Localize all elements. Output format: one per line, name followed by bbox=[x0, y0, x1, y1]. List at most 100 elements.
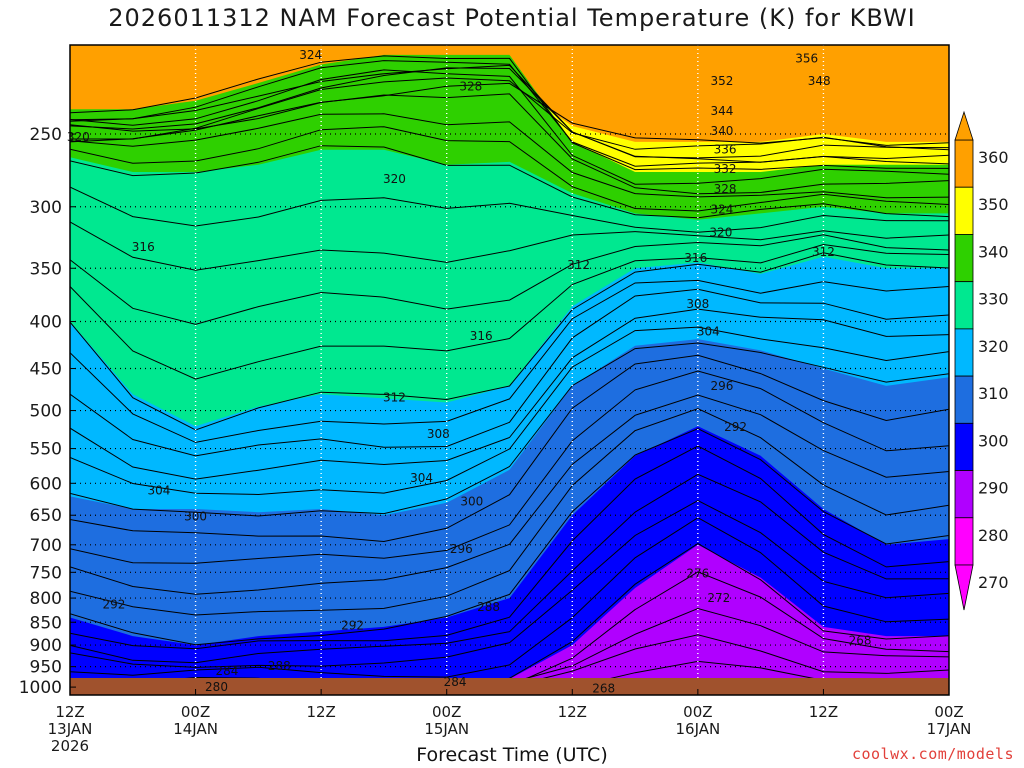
contour-line bbox=[70, 243, 949, 380]
y-tick-label: 400 bbox=[30, 313, 62, 333]
contour-line bbox=[70, 473, 949, 664]
contour-line bbox=[70, 69, 949, 185]
contour-lines bbox=[70, 55, 949, 695]
y-tick-label: 450 bbox=[30, 360, 62, 380]
y-tick-label: 550 bbox=[30, 440, 62, 460]
colorbar-label: 360 bbox=[978, 148, 1009, 167]
contour-label: 352 bbox=[710, 74, 733, 88]
x-tick-label: 2026 bbox=[51, 737, 89, 755]
contour-label: 340 bbox=[710, 124, 733, 138]
contour-label: 292 bbox=[102, 598, 125, 612]
contour-line bbox=[70, 445, 949, 650]
x-tick-label: 16JAN bbox=[675, 720, 720, 738]
contour-label: 312 bbox=[812, 245, 835, 259]
x-tick-label: 12Z bbox=[558, 703, 587, 721]
contour-label: 300 bbox=[184, 509, 207, 523]
contour-label: 316 bbox=[132, 240, 155, 254]
x-tick-label: 14JAN bbox=[173, 720, 218, 738]
contour-label: 336 bbox=[714, 143, 737, 157]
colorbar-segment bbox=[954, 234, 974, 283]
contour-label: 332 bbox=[714, 162, 737, 176]
contour-label: 328 bbox=[459, 80, 482, 94]
contour-label: 296 bbox=[710, 379, 733, 393]
x-tick-label: 00Z bbox=[683, 703, 712, 721]
contour-label: 320 bbox=[709, 226, 732, 240]
contour-line bbox=[70, 145, 949, 219]
colorbar-segment bbox=[954, 375, 974, 424]
contour-label: 320 bbox=[383, 172, 406, 186]
contour-line bbox=[70, 428, 949, 646]
colorbar: 360 350 340 330 320 310 300 290 280 270 bbox=[954, 110, 1009, 611]
contour-label: 276 bbox=[686, 566, 709, 580]
contour-label: 344 bbox=[710, 104, 733, 118]
contour-label: 292 bbox=[724, 420, 747, 434]
contour-label: 292 bbox=[341, 619, 364, 633]
y-tick-label: 1000 bbox=[19, 678, 62, 698]
contour-label: 300 bbox=[460, 494, 483, 508]
contour-line bbox=[70, 354, 949, 543]
contour-line bbox=[70, 186, 949, 233]
colorbar-segment bbox=[954, 422, 974, 471]
color-filled-bands bbox=[70, 54, 949, 695]
contour-line bbox=[70, 113, 949, 199]
x-tick-label: 00Z bbox=[181, 703, 210, 721]
contour-label: 328 bbox=[714, 182, 737, 196]
colorbar-segment bbox=[954, 328, 974, 377]
plot-frame bbox=[69, 44, 950, 696]
contour-line bbox=[70, 326, 949, 496]
contour-line bbox=[70, 234, 949, 325]
contour-label: 312 bbox=[383, 391, 406, 405]
credit-text: coolwx.com/models bbox=[851, 745, 1014, 763]
y-tick-label: 500 bbox=[30, 402, 62, 422]
contour-line bbox=[70, 93, 949, 195]
contour-label: 268 bbox=[592, 681, 615, 695]
contour-line bbox=[70, 126, 949, 212]
colorbar-top-arrow bbox=[954, 110, 974, 141]
contour-label: 316 bbox=[470, 329, 493, 343]
contour-line bbox=[70, 408, 949, 616]
contour-line bbox=[70, 370, 949, 564]
x-tick-label: 00Z bbox=[934, 703, 963, 721]
x-tick-label: 15JAN bbox=[424, 720, 469, 738]
colorbar-segment bbox=[954, 517, 974, 566]
colorbar-label: 330 bbox=[978, 290, 1009, 309]
contour-label: 316 bbox=[684, 251, 707, 265]
contour-line bbox=[70, 60, 949, 167]
y-tick-label: 600 bbox=[30, 474, 62, 494]
contour-label: 268 bbox=[849, 634, 872, 648]
y-tick-label: 950 bbox=[30, 658, 62, 678]
colorbar-label: 350 bbox=[978, 195, 1009, 214]
colorbar-label: 280 bbox=[978, 526, 1009, 545]
contour-line bbox=[70, 288, 949, 457]
colorbar-segment bbox=[954, 281, 974, 330]
contour-label: 284 bbox=[216, 664, 239, 678]
y-tick-label: 300 bbox=[30, 198, 62, 218]
y-tick-label: 850 bbox=[30, 613, 62, 633]
colorbar-segment bbox=[954, 186, 974, 235]
contour-label: 296 bbox=[450, 542, 473, 556]
contour-label: 348 bbox=[808, 74, 831, 88]
x-tick-label: 00Z bbox=[432, 703, 461, 721]
colorbar-label: 270 bbox=[978, 573, 1009, 592]
contour-line bbox=[70, 517, 949, 678]
contour-label: 284 bbox=[444, 675, 467, 689]
contour-line bbox=[70, 77, 949, 151]
colorbar-label: 340 bbox=[978, 242, 1009, 261]
contour-label: 308 bbox=[686, 297, 709, 311]
contour-label: 304 bbox=[697, 324, 720, 338]
contour-line bbox=[70, 308, 949, 480]
contour-label: 272 bbox=[707, 591, 730, 605]
x-tick-label: 12Z bbox=[55, 703, 84, 721]
colorbar-label: 320 bbox=[978, 337, 1009, 356]
y-tick-label: 350 bbox=[30, 259, 62, 279]
x-axis-title: Forecast Time (UTC) bbox=[416, 744, 608, 766]
ground-surface bbox=[70, 678, 949, 695]
y-tick-label: 800 bbox=[30, 589, 62, 609]
colorbar-label: 290 bbox=[978, 479, 1009, 498]
contour-label: 312 bbox=[567, 258, 590, 272]
contour-label: 304 bbox=[410, 471, 433, 485]
contour-label: 356 bbox=[795, 52, 818, 66]
